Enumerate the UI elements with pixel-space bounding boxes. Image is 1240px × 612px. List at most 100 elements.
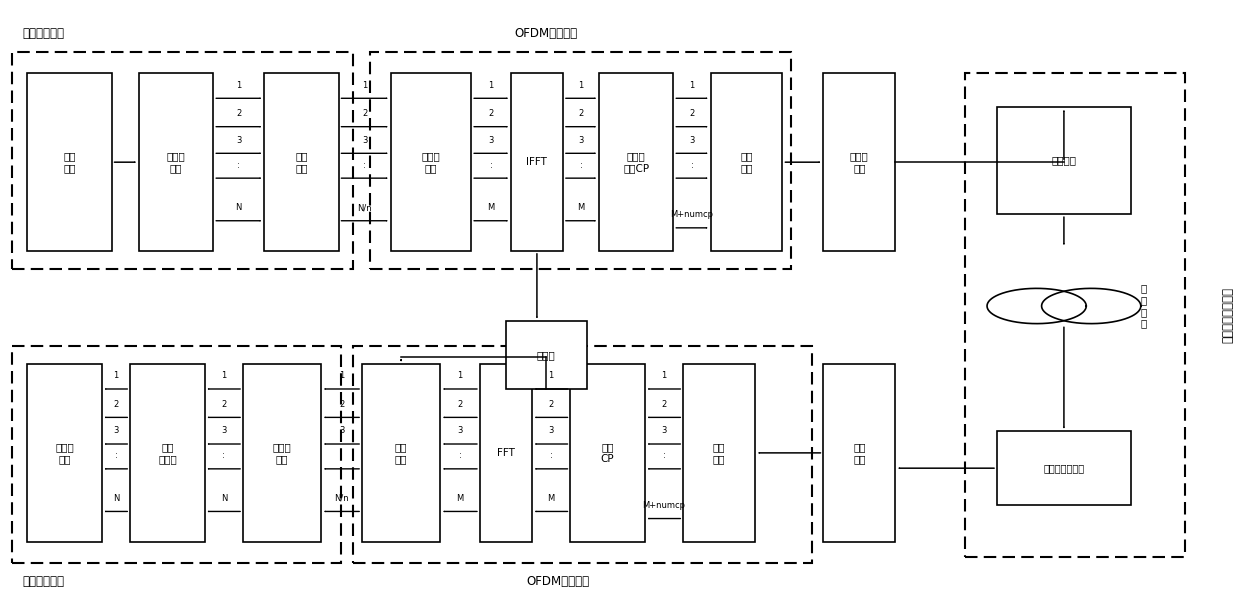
Bar bbox=[12, 52, 353, 269]
Bar bbox=[997, 107, 1131, 214]
Text: N: N bbox=[221, 494, 227, 503]
Text: M: M bbox=[548, 494, 554, 503]
Bar bbox=[130, 364, 205, 542]
Text: 取导频: 取导频 bbox=[537, 350, 556, 360]
Text: 1: 1 bbox=[113, 371, 119, 381]
Text: 3: 3 bbox=[362, 136, 367, 144]
Text: N/n: N/n bbox=[357, 203, 372, 212]
Text: M+numcp: M+numcp bbox=[671, 211, 713, 219]
Text: :: : bbox=[114, 451, 118, 460]
Text: :: : bbox=[549, 451, 553, 460]
Bar bbox=[823, 364, 895, 542]
Text: 3: 3 bbox=[661, 427, 667, 436]
Bar bbox=[353, 346, 812, 563]
Text: :: : bbox=[691, 160, 693, 170]
Bar bbox=[12, 346, 341, 563]
Text: 3: 3 bbox=[578, 136, 584, 144]
Text: :: : bbox=[340, 451, 343, 460]
Text: OFDM调制单元: OFDM调制单元 bbox=[515, 27, 577, 40]
Bar bbox=[480, 364, 532, 542]
Text: 1: 1 bbox=[236, 81, 242, 90]
Text: :: : bbox=[579, 160, 583, 170]
Text: 1: 1 bbox=[548, 371, 554, 381]
Text: 串并
转换: 串并 转换 bbox=[713, 442, 725, 464]
Text: 并串
转换: 并串 转换 bbox=[740, 151, 753, 173]
Text: 光电检测器接收: 光电检测器接收 bbox=[1043, 463, 1085, 473]
Text: 信道
估计: 信道 估计 bbox=[394, 442, 408, 464]
Bar bbox=[264, 73, 339, 251]
Text: 3: 3 bbox=[458, 427, 463, 436]
Text: 3: 3 bbox=[221, 427, 227, 436]
Text: M+numcp: M+numcp bbox=[642, 501, 686, 510]
Text: 2: 2 bbox=[661, 400, 667, 409]
Text: 1: 1 bbox=[578, 81, 584, 90]
Text: 子载波
恢复: 子载波 恢复 bbox=[273, 442, 291, 464]
Bar bbox=[27, 73, 112, 251]
Text: 高阶
映射: 高阶 映射 bbox=[295, 151, 308, 173]
Text: 2: 2 bbox=[362, 109, 367, 118]
Text: 光传输与接收单元: 光传输与接收单元 bbox=[1221, 287, 1234, 343]
Text: 子载波
映射: 子载波 映射 bbox=[422, 151, 440, 173]
Text: 1: 1 bbox=[339, 371, 345, 381]
Bar bbox=[570, 364, 645, 542]
Text: :: : bbox=[237, 160, 241, 170]
Text: 2: 2 bbox=[548, 400, 554, 409]
Text: 光
纤
传
输: 光 纤 传 输 bbox=[1141, 283, 1147, 329]
Bar bbox=[823, 73, 895, 251]
Text: 1: 1 bbox=[221, 371, 227, 381]
Text: 3: 3 bbox=[113, 427, 119, 436]
Text: 3: 3 bbox=[489, 136, 494, 144]
Bar bbox=[139, 73, 213, 251]
Text: FFT: FFT bbox=[497, 448, 515, 458]
Text: OFDM解调单元: OFDM解调单元 bbox=[527, 575, 589, 588]
Text: 2: 2 bbox=[458, 400, 463, 409]
Text: 2: 2 bbox=[236, 109, 242, 118]
Bar bbox=[370, 52, 791, 269]
Text: 去除
CP: 去除 CP bbox=[601, 442, 614, 464]
Text: 极化码
编码: 极化码 编码 bbox=[166, 151, 186, 173]
Bar bbox=[391, 73, 471, 251]
Text: 信道编码单元: 信道编码单元 bbox=[22, 27, 64, 40]
Text: 用户
数据: 用户 数据 bbox=[63, 151, 76, 173]
Bar bbox=[511, 73, 563, 251]
Text: 加循环
前缀CP: 加循环 前缀CP bbox=[622, 151, 650, 173]
Text: 1: 1 bbox=[689, 81, 694, 90]
Bar bbox=[683, 364, 755, 542]
Text: 极化码
译码: 极化码 译码 bbox=[55, 442, 74, 464]
Text: 2: 2 bbox=[221, 400, 227, 409]
Text: 加时钟
同步: 加时钟 同步 bbox=[849, 151, 869, 173]
Text: N/n: N/n bbox=[335, 494, 348, 503]
Text: 3: 3 bbox=[339, 427, 345, 436]
Text: 1: 1 bbox=[489, 81, 494, 90]
Text: 1: 1 bbox=[362, 81, 367, 90]
Text: 2: 2 bbox=[489, 109, 494, 118]
Bar bbox=[711, 73, 782, 251]
Text: N: N bbox=[113, 494, 119, 503]
Text: 3: 3 bbox=[689, 136, 694, 144]
Text: :: : bbox=[662, 451, 666, 460]
Text: 3: 3 bbox=[548, 427, 554, 436]
Text: IFFT: IFFT bbox=[527, 157, 547, 167]
Text: 2: 2 bbox=[113, 400, 119, 409]
Text: 2: 2 bbox=[578, 109, 584, 118]
Text: N: N bbox=[236, 203, 242, 212]
Text: 2: 2 bbox=[689, 109, 694, 118]
Text: :: : bbox=[459, 451, 461, 460]
Bar bbox=[27, 364, 102, 542]
Bar bbox=[599, 73, 673, 251]
Text: M: M bbox=[487, 203, 495, 212]
Bar bbox=[997, 431, 1131, 505]
Bar bbox=[506, 321, 587, 389]
Text: 信道译码单元: 信道译码单元 bbox=[22, 575, 64, 588]
Text: 1: 1 bbox=[458, 371, 463, 381]
Text: 3: 3 bbox=[236, 136, 242, 144]
Text: :: : bbox=[363, 160, 366, 170]
Text: 时钟
同步: 时钟 同步 bbox=[853, 442, 866, 464]
Bar bbox=[362, 364, 440, 542]
Text: 1: 1 bbox=[661, 371, 667, 381]
Bar bbox=[243, 364, 321, 542]
Text: 2: 2 bbox=[339, 400, 345, 409]
Bar bbox=[965, 73, 1185, 557]
Text: 高阶
解映射: 高阶 解映射 bbox=[157, 442, 177, 464]
Text: :: : bbox=[490, 160, 492, 170]
